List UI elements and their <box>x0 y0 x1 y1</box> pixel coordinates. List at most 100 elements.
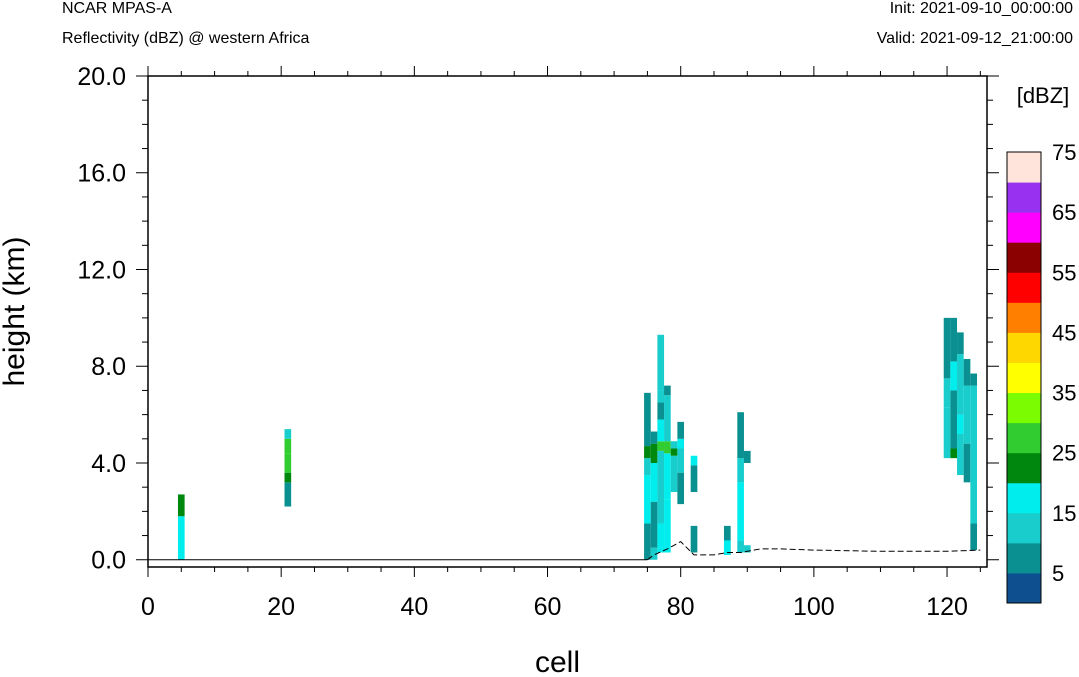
reflectivity-cell <box>284 453 292 473</box>
reflectivity-cell <box>664 385 671 396</box>
y-tick-label: 12.0 <box>77 256 126 284</box>
reflectivity-cell <box>657 402 665 420</box>
reflectivity-cell <box>737 540 744 553</box>
model-title: NCAR MPAS-A <box>62 0 172 17</box>
reflectivity-cell <box>644 475 651 524</box>
reflectivity-cell <box>650 463 658 502</box>
reflectivity-cell <box>963 385 971 444</box>
reflectivity-cell <box>963 443 971 483</box>
colorbar: [dBZ] 5 15 25 35 45 55 65 75 <box>1006 83 1076 604</box>
reflectivity-cell <box>650 501 658 548</box>
reflectivity-cell <box>177 516 185 560</box>
colorbar-swatch <box>1007 452 1041 484</box>
reflectivity-cell <box>737 458 744 483</box>
reflectivity-cell <box>650 431 658 444</box>
reflectivity-cell <box>950 390 958 449</box>
reflectivity-cell <box>970 523 978 551</box>
reflectivity-cell <box>943 317 951 379</box>
colorbar-label: 45 <box>1052 320 1076 345</box>
reflectivity-cell <box>644 523 651 560</box>
reflectivity-cell <box>743 545 751 553</box>
reflectivity-cell <box>677 472 685 505</box>
colorbar-swatch <box>1007 362 1041 394</box>
colorbar-title: [dBZ] <box>1017 83 1070 108</box>
reflectivity-cell <box>644 392 651 447</box>
reflectivity-cell <box>284 472 292 483</box>
colorbar-swatch <box>1007 542 1041 574</box>
reflectivity-cell <box>657 334 665 391</box>
y-tick-label: 0.0 <box>91 547 126 575</box>
reflectivity-cell <box>284 429 292 439</box>
reflectivity-cell <box>664 395 671 442</box>
reflectivity-cell <box>657 441 665 451</box>
reflectivity-cell <box>950 448 958 459</box>
colorbar-swatch <box>1007 392 1041 424</box>
reflectivity-cell <box>657 390 665 403</box>
reflectivity-cell <box>644 458 651 476</box>
reflectivity-cell <box>677 448 685 473</box>
field-subtitle: Reflectivity (dBZ) @ western Africa <box>62 30 310 47</box>
x-tick-label: 40 <box>400 593 428 621</box>
colorbar-label: 55 <box>1052 260 1076 285</box>
reflectivity-cell <box>957 414 964 434</box>
colorbar-label: 15 <box>1052 501 1076 526</box>
reflectivity-cell <box>970 373 978 386</box>
colorbar-swatch <box>1007 422 1041 454</box>
colorbar-frame <box>1006 151 1042 604</box>
colorbar-swatch <box>1007 212 1041 243</box>
y-axis-title: height (km) <box>0 236 31 386</box>
y-tick-label: 4.0 <box>91 450 126 478</box>
reflectivity-cell <box>943 378 951 408</box>
reflectivity-cell <box>670 455 678 493</box>
reflectivity-cell <box>957 433 964 476</box>
x-tick-label: 80 <box>667 593 695 621</box>
colorbar-swatch <box>1007 182 1041 213</box>
y-tick-label: 20.0 <box>77 63 126 91</box>
x-tick-label: 20 <box>267 593 295 621</box>
colorbar-swatch <box>1007 242 1041 273</box>
terrain-line <box>148 540 981 561</box>
reflectivity-cell <box>737 482 744 541</box>
reflectivity-cell <box>690 465 698 493</box>
y-tick-label: 8.0 <box>91 353 126 381</box>
x-tick-label: 120 <box>926 593 968 621</box>
colorbar-swatch <box>1007 572 1041 604</box>
colorbar-label: 65 <box>1052 200 1076 225</box>
y-tick-label: 16.0 <box>77 160 126 188</box>
reflectivity-cell <box>657 450 665 524</box>
reflectivity-cell <box>677 421 685 439</box>
reflectivity-cell <box>690 455 698 466</box>
reflectivity-cell <box>670 448 678 456</box>
colorbar-swatch <box>1007 152 1041 183</box>
reflectivity-cell <box>950 317 958 362</box>
init-time: Init: 2021-09-10_00:00:00 <box>889 0 1073 17</box>
reflectivity-cell <box>957 332 964 355</box>
reflectivity-cell <box>177 494 185 517</box>
colorbar-label: 5 <box>1052 561 1064 586</box>
x-tick-label: 100 <box>793 593 835 621</box>
reflectivity-cell <box>650 443 658 463</box>
colorbar-swatch <box>1007 512 1041 544</box>
reflectivity-cell <box>743 450 751 463</box>
reflectivity-cell <box>670 441 678 449</box>
colorbar-swatch <box>1007 332 1041 363</box>
reflectivity-cell <box>644 446 651 459</box>
reflectivity-cell <box>957 354 964 415</box>
x-tick-label: 0 <box>141 593 155 621</box>
reflectivity-cell <box>664 499 671 553</box>
reflectivity-cell <box>657 419 665 442</box>
reflectivity-cells <box>177 317 978 560</box>
reflectivity-cell <box>737 412 744 459</box>
colorbar-swatch <box>1007 272 1041 303</box>
colorbar-label: 35 <box>1052 381 1076 406</box>
colorbar-swatch <box>1007 302 1041 333</box>
valid-time: Valid: 2021-09-12_21:00:00 <box>876 30 1073 47</box>
reflectivity-cell <box>650 547 658 560</box>
reflectivity-cell <box>970 385 978 524</box>
reflectivity-cell <box>723 540 731 555</box>
plot-axes: 0 20 40 60 80 100 120 0.0 4.0 8.0 12.0 16.0 20.0 cell… <box>0 63 999 677</box>
reflectivity-cell <box>284 482 292 507</box>
reflectivity-cell <box>690 525 698 553</box>
colorbar-swatch <box>1007 482 1041 514</box>
